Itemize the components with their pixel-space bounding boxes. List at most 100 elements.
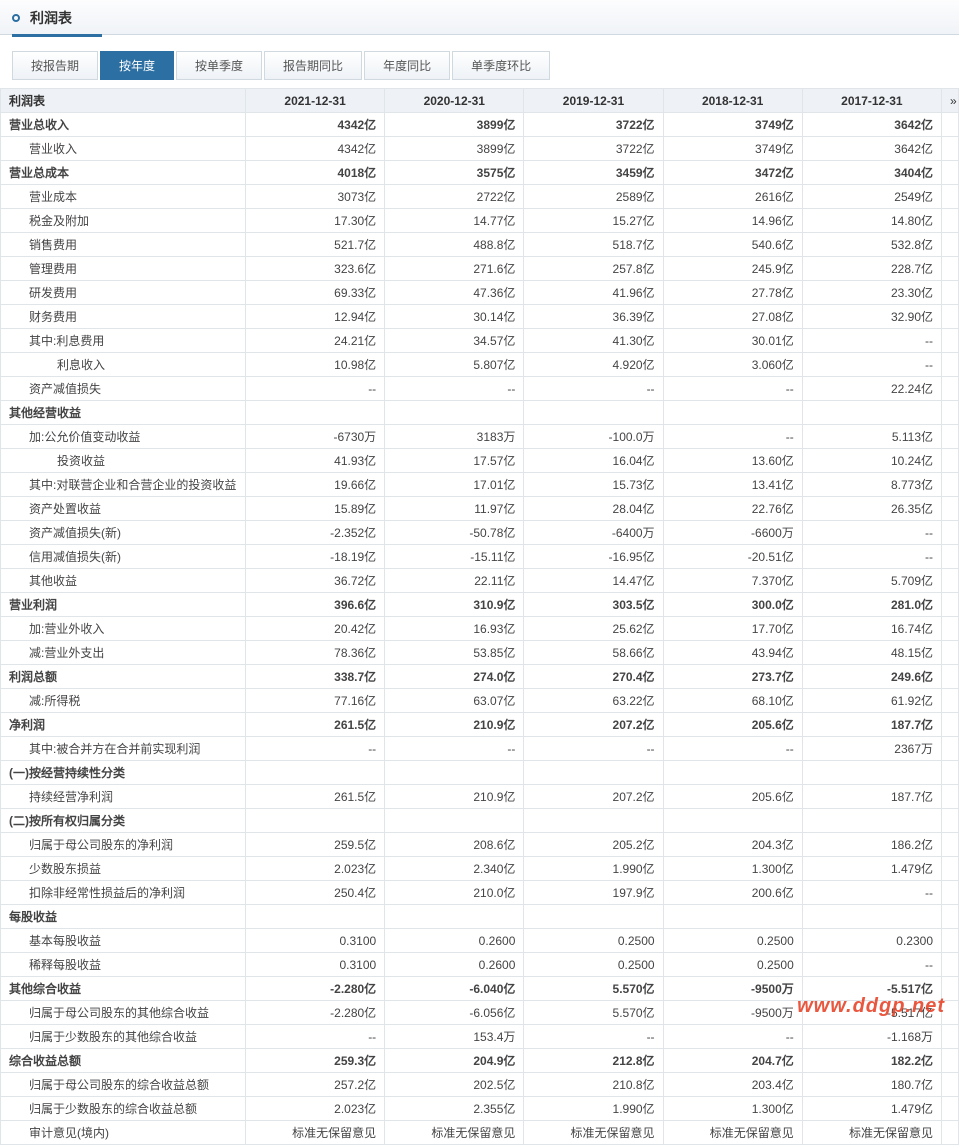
- tab-5[interactable]: 单季度环比: [452, 51, 550, 80]
- scroll-pad: [942, 305, 959, 329]
- tab-3[interactable]: 报告期同比: [264, 51, 362, 80]
- tab-0[interactable]: 按报告期: [12, 51, 98, 80]
- cell: 3642亿: [802, 137, 941, 161]
- row-label: 审计意见(境内): [1, 1121, 246, 1145]
- cell: 0.2500: [524, 929, 663, 953]
- scroll-pad: [942, 233, 959, 257]
- cell: [385, 905, 524, 929]
- scroll-pad: [942, 1049, 959, 1073]
- cell: 47.36亿: [385, 281, 524, 305]
- row-label: 每股收益: [1, 905, 246, 929]
- table-row: 持续经营净利润261.5亿210.9亿207.2亿205.6亿187.7亿: [1, 785, 959, 809]
- tab-2[interactable]: 按单季度: [176, 51, 262, 80]
- scroll-pad: [942, 257, 959, 281]
- cell: 2.023亿: [246, 857, 385, 881]
- scroll-pad: [942, 185, 959, 209]
- cell: 48.15亿: [802, 641, 941, 665]
- cell: --: [663, 425, 802, 449]
- cell: [385, 809, 524, 833]
- row-label: 减:所得税: [1, 689, 246, 713]
- table-row: 扣除非经常性损益后的净利润250.4亿210.0亿197.9亿200.6亿--: [1, 881, 959, 905]
- cell: --: [246, 1025, 385, 1049]
- scroll-pad: [942, 1025, 959, 1049]
- cell: [246, 401, 385, 425]
- cell: -1.168万: [802, 1025, 941, 1049]
- cell: 32.90亿: [802, 305, 941, 329]
- cell: 14.47亿: [524, 569, 663, 593]
- scroll-pad: [942, 1121, 959, 1145]
- tab-1[interactable]: 按年度: [100, 51, 174, 80]
- section-header: 利润表: [0, 0, 959, 35]
- cell: 204.7亿: [663, 1049, 802, 1073]
- cell: 274.0亿: [385, 665, 524, 689]
- cell: 202.5亿: [385, 1073, 524, 1097]
- cell: 19.66亿: [246, 473, 385, 497]
- table-row: 投资收益41.93亿17.57亿16.04亿13.60亿10.24亿: [1, 449, 959, 473]
- cell: 210.0亿: [385, 881, 524, 905]
- cell: 1.479亿: [802, 1097, 941, 1121]
- cell: 5.709亿: [802, 569, 941, 593]
- scroll-pad: [942, 857, 959, 881]
- table-row: 少数股东损益2.023亿2.340亿1.990亿1.300亿1.479亿: [1, 857, 959, 881]
- cell: 20.42亿: [246, 617, 385, 641]
- cell: 3642亿: [802, 113, 941, 137]
- cell: -6.056亿: [385, 1001, 524, 1025]
- cell: 17.30亿: [246, 209, 385, 233]
- cell: 15.27亿: [524, 209, 663, 233]
- cell: 207.2亿: [524, 785, 663, 809]
- table-row: 归属于少数股东的其他综合收益--153.4万-----1.168万: [1, 1025, 959, 1049]
- row-label: (二)按所有权归属分类: [1, 809, 246, 833]
- cell: 2616亿: [663, 185, 802, 209]
- cell: 212.8亿: [524, 1049, 663, 1073]
- cell: [385, 761, 524, 785]
- cell: 22.76亿: [663, 497, 802, 521]
- cell: 26.35亿: [802, 497, 941, 521]
- cell: -50.78亿: [385, 521, 524, 545]
- table-row: 加:公允价值变动收益-6730万3183万-100.0万--5.113亿: [1, 425, 959, 449]
- cell: 3183万: [385, 425, 524, 449]
- cell: 12.94亿: [246, 305, 385, 329]
- cell: 36.72亿: [246, 569, 385, 593]
- cell: 17.01亿: [385, 473, 524, 497]
- scroll-pad: [942, 617, 959, 641]
- row-label: 加:营业外收入: [1, 617, 246, 641]
- cell: 3.060亿: [663, 353, 802, 377]
- cell: 0.3100: [246, 929, 385, 953]
- scroll-pad: [942, 1097, 959, 1121]
- cell: 2589亿: [524, 185, 663, 209]
- cell: 24.21亿: [246, 329, 385, 353]
- cell: [663, 905, 802, 929]
- cell: 17.57亿: [385, 449, 524, 473]
- table-row: 信用减值损失(新)-18.19亿-15.11亿-16.95亿-20.51亿--: [1, 545, 959, 569]
- row-label: 财务费用: [1, 305, 246, 329]
- table-row: 营业总收入4342亿3899亿3722亿3749亿3642亿: [1, 113, 959, 137]
- cell: 16.74亿: [802, 617, 941, 641]
- cell: --: [802, 881, 941, 905]
- cell: 204.9亿: [385, 1049, 524, 1073]
- cell: -2.280亿: [246, 977, 385, 1001]
- cell: 30.01亿: [663, 329, 802, 353]
- cell: [385, 401, 524, 425]
- cell: 13.41亿: [663, 473, 802, 497]
- cell: 210.8亿: [524, 1073, 663, 1097]
- cell: -18.19亿: [246, 545, 385, 569]
- table-row: 资产减值损失--------22.24亿: [1, 377, 959, 401]
- table-row: 研发费用69.33亿47.36亿41.96亿27.78亿23.30亿: [1, 281, 959, 305]
- cell: 14.80亿: [802, 209, 941, 233]
- cell: 58.66亿: [524, 641, 663, 665]
- cell: -9500万: [663, 1001, 802, 1025]
- cell: 0.2300: [802, 929, 941, 953]
- scroll-pad: [942, 977, 959, 1001]
- row-label: 其他收益: [1, 569, 246, 593]
- cell: 3404亿: [802, 161, 941, 185]
- table-row: 营业总成本4018亿3575亿3459亿3472亿3404亿: [1, 161, 959, 185]
- col-header-5: 2017-12-31: [802, 89, 941, 113]
- cell: -6600万: [663, 521, 802, 545]
- scroll-right-icon[interactable]: »: [942, 89, 959, 113]
- row-label: 其他经营收益: [1, 401, 246, 425]
- cell: [663, 761, 802, 785]
- cell: 210.9亿: [385, 713, 524, 737]
- cell: 3472亿: [663, 161, 802, 185]
- cell: 14.77亿: [385, 209, 524, 233]
- tab-4[interactable]: 年度同比: [364, 51, 450, 80]
